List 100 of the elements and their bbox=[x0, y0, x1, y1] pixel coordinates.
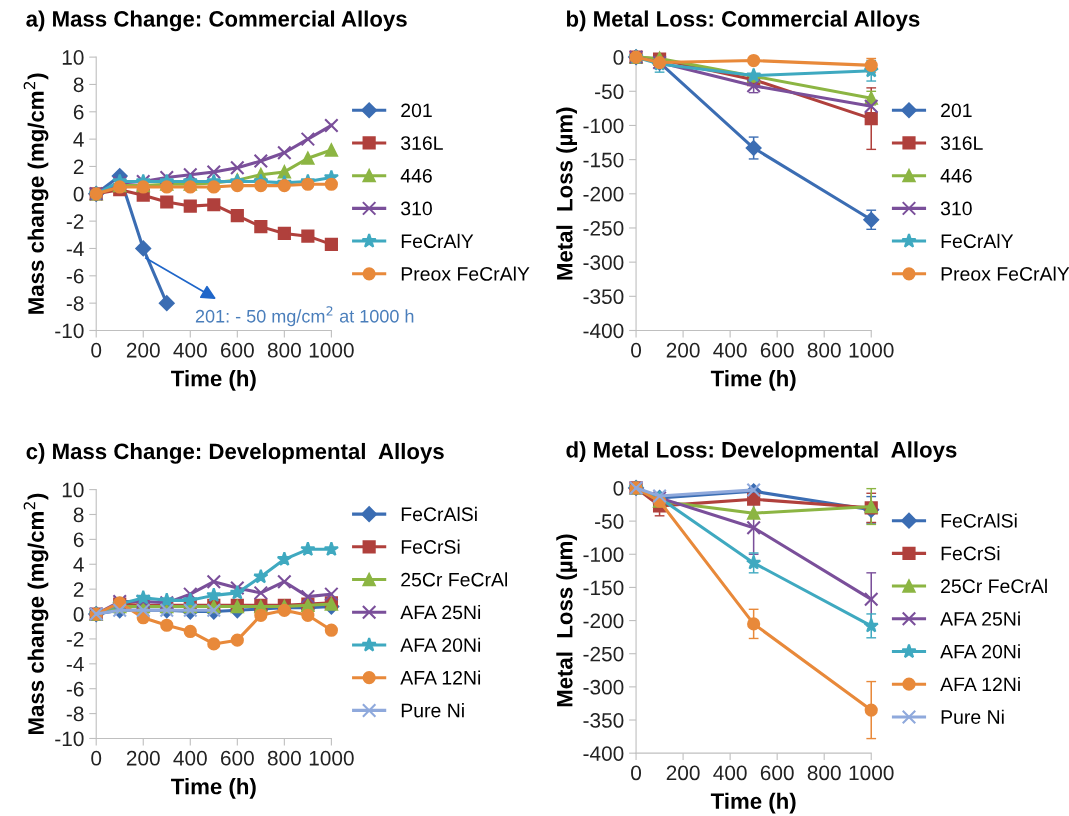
y-tick-label: -2 bbox=[66, 214, 84, 229]
y-tick-label: 10 bbox=[62, 50, 84, 65]
x-axis-title: Time (h) bbox=[710, 792, 796, 814]
legend-label: 446 bbox=[940, 168, 972, 183]
legend-label: AFA 12Ni bbox=[400, 670, 481, 685]
legend-label: AFA 12Ni bbox=[940, 676, 1020, 692]
y-tick-label: -6 bbox=[66, 681, 84, 697]
legend-label: 25Cr FeCrAl bbox=[401, 572, 508, 587]
legend-label: Preox FeCrAlY bbox=[941, 266, 1069, 281]
x-tick-label: 400 bbox=[173, 750, 207, 766]
y-tick-label: -100 bbox=[583, 118, 624, 134]
legend-label: AFA 20Ni bbox=[940, 644, 1020, 659]
y-tick-label: 6 bbox=[73, 532, 84, 548]
y-tick-label: 0 bbox=[613, 50, 624, 65]
x-tick-label: 200 bbox=[666, 342, 700, 358]
legend-label: Pure Ni bbox=[941, 709, 1004, 724]
x-tick-label: 400 bbox=[173, 342, 207, 358]
legend-label: FeCrAlSi bbox=[941, 513, 1017, 528]
y-tick-label: -300 bbox=[583, 255, 624, 270]
x-axis-title: Time (h) bbox=[171, 370, 256, 391]
x-tick-label: 800 bbox=[267, 342, 301, 358]
legend-label: AFA 25Ni bbox=[400, 604, 481, 620]
legend-label: AFA 25Ni bbox=[940, 611, 1020, 626]
legend-label: 310 bbox=[940, 201, 972, 216]
legend-label: 316L bbox=[401, 136, 443, 150]
y-tick-label: 8 bbox=[73, 77, 84, 93]
y-axis-title: Mass change (mg/cm$^{2}$) bbox=[23, 73, 49, 314]
x-tick-label: 0 bbox=[91, 342, 102, 358]
y-tick-label: 8 bbox=[73, 507, 84, 523]
legend-label: FeCrAlSi bbox=[401, 506, 477, 522]
x-tick-label: 600 bbox=[760, 765, 794, 781]
legend-label: AFA 20Ni bbox=[400, 637, 481, 652]
y-axis-title: Metal Loss (µm) bbox=[556, 534, 577, 707]
legend-label: 201 bbox=[401, 103, 432, 118]
y-tick-label: -10 bbox=[55, 323, 84, 339]
chart-title: d) Metal Loss: Developmental Alloys bbox=[566, 441, 957, 463]
x-tick-label: 0 bbox=[91, 750, 102, 766]
x-tick-label: 400 bbox=[713, 342, 747, 358]
y-tick-label: -4 bbox=[66, 657, 84, 672]
y-tick-label: 0 bbox=[613, 480, 624, 496]
x-axis-title: Time (h) bbox=[171, 778, 256, 799]
y-tick-label: -100 bbox=[583, 547, 624, 563]
x-tick-label: 1000 bbox=[849, 342, 894, 358]
y-tick-label: 6 bbox=[73, 104, 84, 120]
annotation: 201: - 50 mg/cm$^{2}$ at 1000 h bbox=[195, 306, 414, 327]
legend-label: FeCrAlY bbox=[941, 233, 1014, 249]
y-tick-label: -250 bbox=[583, 220, 624, 236]
legend-label: 310 bbox=[401, 201, 432, 216]
y-tick-label: -200 bbox=[583, 613, 624, 629]
y-tick-label: -350 bbox=[583, 289, 624, 305]
y-tick-label: -50 bbox=[595, 514, 624, 529]
legend-label: 25Cr FeCrAl bbox=[941, 578, 1047, 594]
y-tick-label: 2 bbox=[73, 159, 84, 175]
y-tick-label: -400 bbox=[583, 746, 624, 761]
y-axis-title: Mass change (mg/cm$^{2}$) bbox=[23, 493, 49, 734]
x-tick-label: 0 bbox=[631, 765, 642, 781]
y-tick-label: -200 bbox=[583, 186, 624, 202]
x-tick-label: 800 bbox=[807, 765, 841, 781]
x-tick-label: 0 bbox=[631, 342, 642, 358]
y-tick-label: 4 bbox=[73, 132, 84, 147]
x-tick-label: 800 bbox=[267, 750, 301, 766]
y-tick-label: 0 bbox=[73, 186, 84, 202]
y-tick-label: 0 bbox=[73, 607, 84, 622]
legend-label: FeCrSi bbox=[401, 539, 460, 554]
x-tick-label: 600 bbox=[221, 342, 254, 358]
y-axis-title: Metal Loss (µm) bbox=[556, 107, 577, 280]
legend-label: FeCrAlY bbox=[401, 233, 474, 249]
x-tick-label: 200 bbox=[126, 342, 160, 358]
x-tick-label: 1000 bbox=[849, 765, 894, 781]
x-tick-label: 600 bbox=[760, 342, 794, 358]
x-tick-label: 400 bbox=[713, 765, 747, 781]
x-tick-label: 200 bbox=[666, 765, 700, 781]
x-tick-label: 800 bbox=[807, 342, 841, 358]
y-tick-label: 2 bbox=[73, 582, 84, 597]
x-tick-label: 600 bbox=[221, 750, 254, 766]
legend-label: Pure Ni bbox=[401, 703, 464, 718]
y-tick-label: -150 bbox=[583, 580, 624, 596]
y-tick-label: 10 bbox=[62, 482, 84, 498]
y-tick-label: -350 bbox=[583, 713, 624, 728]
y-tick-label: -300 bbox=[583, 679, 624, 695]
y-tick-label: 4 bbox=[73, 557, 84, 572]
x-axis-title: Time (h) bbox=[710, 370, 796, 391]
y-tick-label: -6 bbox=[66, 268, 84, 284]
x-tick-label: 1000 bbox=[309, 342, 354, 358]
legend-label: 446 bbox=[400, 168, 432, 183]
y-tick-label: -400 bbox=[583, 323, 624, 339]
y-tick-label: -2 bbox=[66, 631, 84, 647]
y-tick-label: -4 bbox=[66, 241, 84, 257]
legend-label: Preox FeCrAlY bbox=[401, 266, 530, 281]
chart-title: a) Mass Change: Commercial Alloys bbox=[26, 10, 407, 32]
y-tick-label: -150 bbox=[583, 152, 624, 168]
chart-title: c) Mass Change: Developmental Alloys bbox=[26, 442, 444, 464]
y-tick-label: -8 bbox=[66, 296, 84, 311]
y-tick-label: -50 bbox=[595, 84, 624, 100]
legend-label: 201 bbox=[941, 103, 972, 118]
legend-label: FeCrSi bbox=[941, 546, 1000, 561]
y-tick-label: -8 bbox=[66, 706, 84, 722]
y-tick-label: -10 bbox=[55, 731, 84, 747]
legend-label: 316L bbox=[940, 136, 983, 150]
chart-title: b) Metal Loss: Commercial Alloys bbox=[566, 10, 920, 32]
